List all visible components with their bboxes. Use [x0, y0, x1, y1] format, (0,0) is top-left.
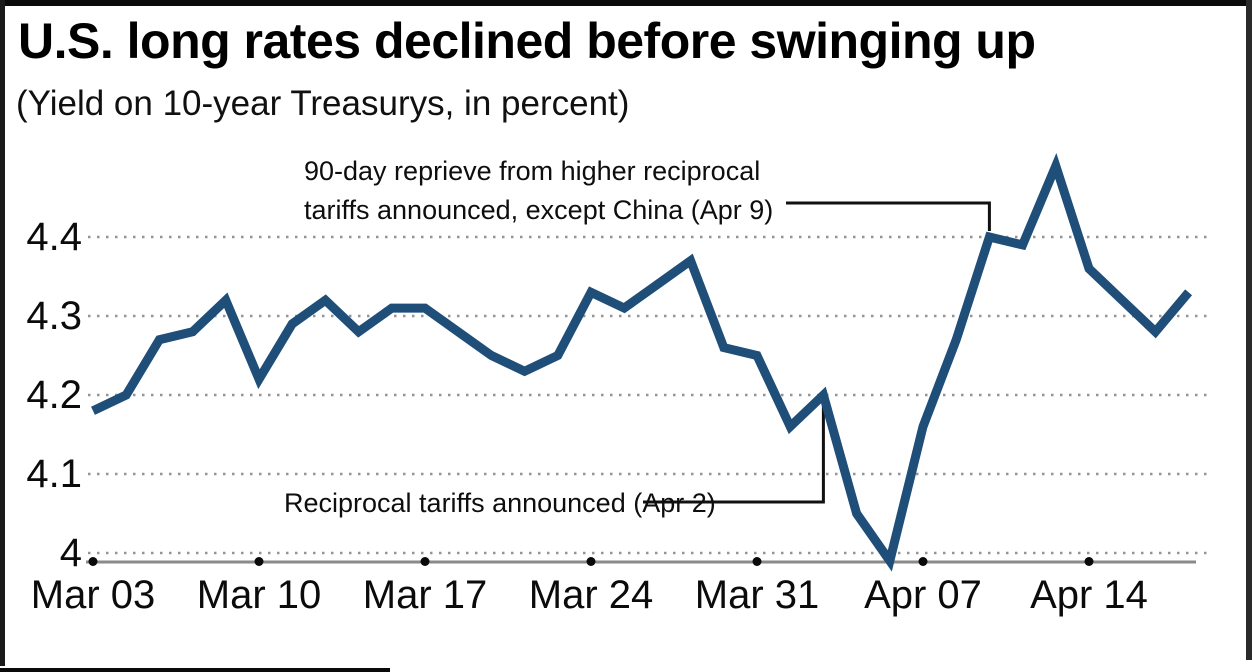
frame-edge-top [0, 0, 1252, 6]
frame-edge-left [0, 0, 5, 666]
x-axis-tick-label: Mar 24 [528, 573, 654, 617]
x-axis-tick-label: Mar 17 [362, 573, 488, 617]
frame-edge-right [1246, 0, 1252, 660]
y-axis-tick-label: 4.1 [26, 452, 82, 496]
week-tick-dot [88, 557, 98, 566]
x-axis-tick-label: Mar 10 [196, 573, 322, 617]
x-axis-tick-label: Mar 03 [30, 573, 156, 617]
frame-edge-bottom [0, 668, 390, 672]
chart-subtitle: (Yield on 10-year Treasurys, in percent) [16, 84, 630, 123]
chart-title: U.S. long rates declined before swinging… [18, 13, 1036, 69]
treasury-yield-line [91, 152, 1193, 572]
x-axis-tick-label: Apr 07 [864, 573, 982, 617]
week-tick-dot [254, 557, 264, 566]
x-axis-tick-label: Apr 14 [1030, 573, 1148, 617]
annotation-apr9-line2: tariffs announced, except China (Apr 9) [304, 195, 774, 225]
annotation-apr2-line1: Reciprocal tariffs announced (Apr 2) [284, 488, 716, 518]
annotation-connector-apr2 [643, 402, 825, 504]
y-axis-tick-label: 4.4 [26, 215, 82, 259]
x-axis-tick-label: Mar 31 [694, 573, 820, 617]
y-axis-tick-label: 4.3 [26, 294, 82, 338]
y-axis-tick-label: 4 [59, 531, 82, 575]
annotation-connector-apr9 [786, 201, 991, 231]
week-tick-dot [586, 557, 596, 566]
week-tick-dot [420, 557, 430, 566]
week-tick-dot [918, 557, 928, 566]
week-tick-dot [1084, 557, 1094, 566]
y-axis-tick-label: 4.2 [26, 373, 82, 417]
annotation-apr9: 90-day reprieve from higher reciprocal t… [304, 152, 773, 230]
annotation-apr9-line1: 90-day reprieve from higher reciprocal [304, 156, 761, 186]
week-tick-dot [752, 557, 762, 566]
annotation-apr2: Reciprocal tariffs announced (Apr 2) [284, 484, 716, 523]
